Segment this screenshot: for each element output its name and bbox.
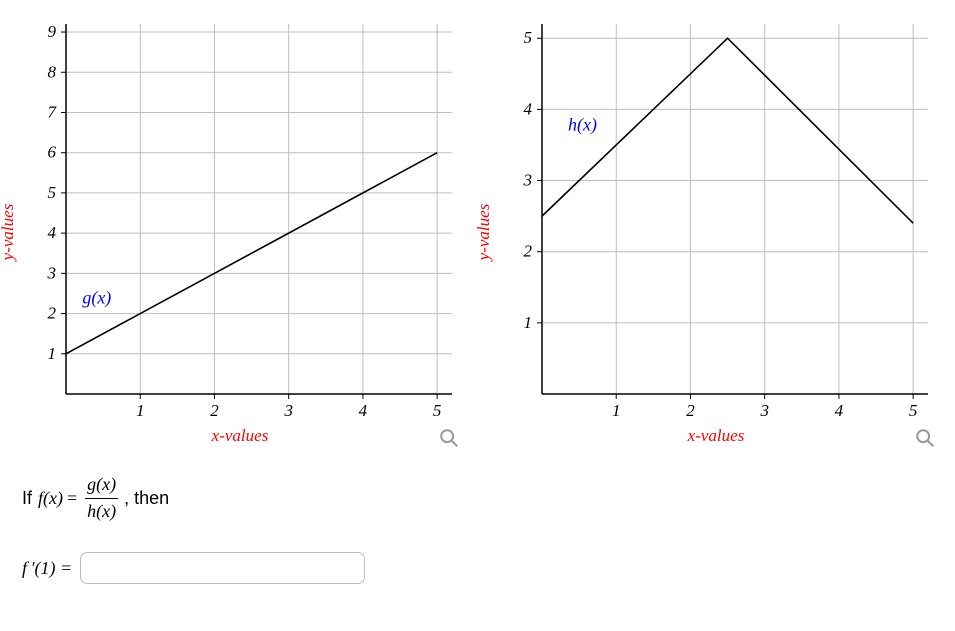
chart-h-x-label: x-values: [498, 426, 934, 446]
svg-text:4: 4: [524, 99, 533, 118]
svg-text:5: 5: [48, 183, 57, 202]
svg-text:5: 5: [909, 401, 918, 420]
svg-text:5: 5: [524, 28, 533, 47]
chart-g-y-label: y-values: [0, 204, 18, 261]
equation-equals: =: [67, 488, 77, 509]
svg-text:g(x): g(x): [82, 288, 111, 309]
svg-text:2: 2: [524, 242, 533, 261]
svg-text:4: 4: [835, 401, 844, 420]
chart-h-y-label: y-values: [474, 204, 494, 261]
svg-text:7: 7: [48, 102, 58, 121]
svg-text:2: 2: [210, 401, 219, 420]
svg-text:4: 4: [48, 223, 57, 242]
chart-h: 1 2 3 4 5 1 2 3 4 5 h(x): [498, 18, 934, 424]
svg-text:9: 9: [48, 22, 57, 41]
svg-text:1: 1: [136, 401, 145, 420]
equation-lhs: f(x): [38, 488, 63, 509]
svg-text:6: 6: [48, 143, 57, 162]
zoom-icon[interactable]: [438, 427, 460, 449]
answer-label: f ′(1) =: [22, 558, 72, 579]
chart-g-container: y-values 12345123456789g(x) x-values: [22, 18, 458, 446]
chart-g: 1 2 3 4 5 1 2 3 4 5 6 7 8 9 g(x): [22, 18, 458, 424]
svg-text:5: 5: [433, 401, 442, 420]
equation-text: If f(x) = g(x) h(x) , then: [22, 474, 933, 522]
svg-text:2: 2: [686, 401, 695, 420]
svg-text:4: 4: [359, 401, 368, 420]
svg-text:3: 3: [523, 171, 533, 190]
svg-text:3: 3: [283, 401, 293, 420]
svg-text:1: 1: [612, 401, 621, 420]
svg-text:2: 2: [48, 304, 57, 323]
svg-text:3: 3: [759, 401, 769, 420]
svg-text:8: 8: [48, 62, 57, 81]
chart-g-x-label: x-values: [22, 426, 458, 446]
answer-input[interactable]: [80, 552, 365, 584]
svg-text:3: 3: [47, 263, 57, 282]
zoom-icon[interactable]: [914, 427, 936, 449]
equation-fraction: g(x) h(x): [85, 474, 118, 522]
chart-h-container: y-values 1234512345h(x) x-values: [498, 18, 934, 446]
equation-suffix: , then: [124, 488, 169, 509]
equation-numerator: g(x): [85, 474, 118, 496]
equation-denominator: h(x): [85, 501, 118, 523]
equation-prefix: If: [22, 488, 32, 509]
svg-text:1: 1: [524, 313, 533, 332]
svg-text:1: 1: [48, 344, 57, 363]
svg-text:h(x): h(x): [568, 115, 597, 136]
